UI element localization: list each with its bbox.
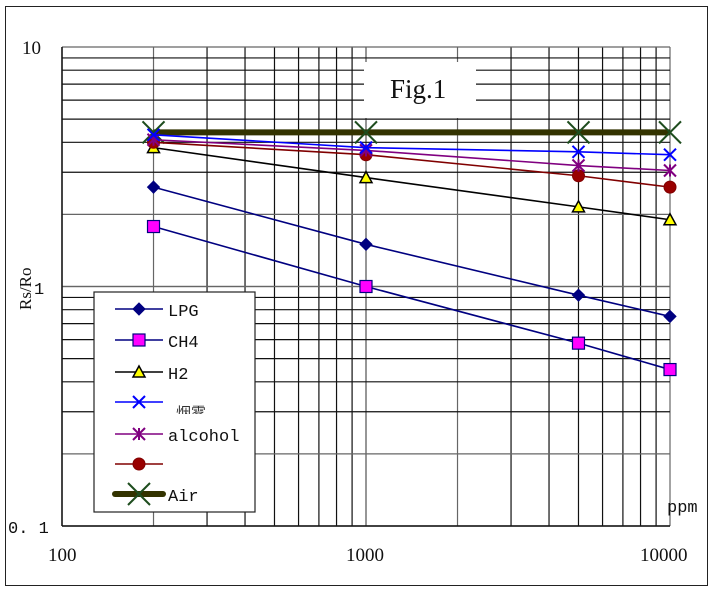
square-marker (132, 333, 146, 347)
triangle-marker (131, 364, 147, 378)
x-marker (146, 128, 161, 142)
legend-item-unnamed (115, 457, 163, 471)
series-line (153, 138, 671, 172)
x-marker (127, 482, 151, 506)
circle-marker (663, 180, 677, 194)
x-marker (566, 120, 591, 145)
legend-label: H2 (168, 366, 188, 385)
series-group (141, 120, 682, 377)
x-marker (354, 120, 378, 145)
y-tick-1: 1 (34, 281, 44, 300)
x-marker (141, 120, 166, 145)
triangle-marker (571, 199, 586, 213)
y-tick-0.1: 0. 1 (8, 520, 49, 539)
series-line (153, 225, 671, 371)
x-marker (132, 395, 146, 409)
series-LPG (146, 180, 677, 324)
series-line (153, 133, 671, 156)
legend-item-CH4: CH4 (115, 333, 199, 353)
legend-label: CH4 (168, 334, 199, 353)
y-tick-10: 10 (22, 38, 41, 59)
legend-label: LPG (168, 303, 199, 322)
series-line (153, 146, 671, 221)
x-tick-1000: 1000 (346, 545, 384, 566)
diamond-marker (359, 237, 373, 252)
triangle-marker (358, 169, 374, 184)
legend-item-H2: H2 (115, 364, 188, 385)
diamond-marker (146, 180, 161, 194)
axes: 10 1 0. 1 100 1000 10000 ppm Rs/Ro (8, 38, 698, 566)
chart-frame (5, 6, 708, 586)
x-tick-10000: 10000 (640, 545, 688, 566)
square-marker (571, 336, 586, 350)
circle-marker (132, 457, 146, 471)
series-CH4 (146, 219, 677, 377)
diamond-marker (571, 288, 586, 302)
x-marker (359, 140, 373, 155)
series-Air (141, 120, 682, 145)
series-H2 (146, 140, 678, 226)
legend-label: alcohol (168, 428, 239, 447)
series-line (153, 186, 671, 318)
series-烟雾 (146, 128, 677, 162)
x-tick-100: 100 (48, 545, 77, 566)
series-alcohol (146, 133, 677, 178)
legend-label: Air (168, 488, 199, 507)
legend: LPGCH4H2烟雾alcoholAir (93, 291, 256, 513)
x-axis-unit: ppm (667, 499, 698, 518)
series-line (153, 141, 671, 188)
diamond-marker (663, 309, 677, 324)
x-marker (663, 148, 677, 162)
square-marker (146, 219, 161, 234)
legend-item-Air: Air (112, 482, 199, 507)
chart-title: Fig.1 (390, 74, 446, 104)
diamond-marker (132, 302, 146, 316)
x-marker (658, 120, 682, 145)
triangle-marker (662, 212, 678, 226)
y-axis-label: Rs/Ro (16, 267, 35, 310)
x-marker (571, 145, 586, 159)
square-marker (663, 362, 677, 377)
circle-marker (571, 169, 585, 183)
legend-item-alcohol: alcohol (115, 427, 239, 447)
legend-item-LPG: LPG (115, 302, 199, 322)
square-marker (359, 279, 373, 294)
title-backdrop (364, 62, 476, 118)
